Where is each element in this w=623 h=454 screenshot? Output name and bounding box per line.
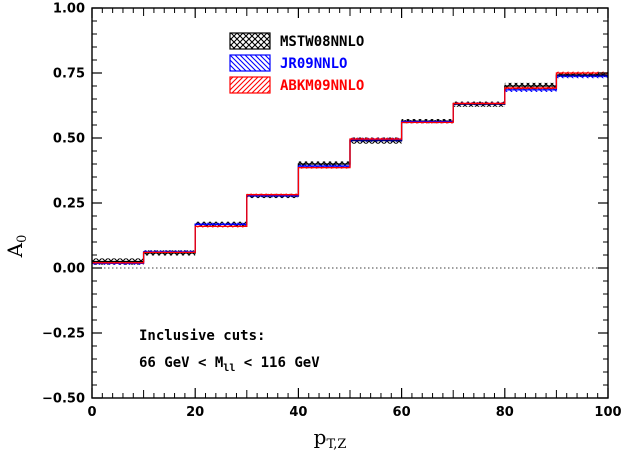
x-tick-label: 40 bbox=[289, 405, 307, 420]
uncertainty-bands bbox=[92, 71, 608, 265]
x-tick-label: 20 bbox=[186, 405, 204, 420]
annotation-mass-prefix: 66 GeV < M bbox=[139, 355, 223, 371]
y-tick-labels: −0.50 −0.25 0.00 0.25 0.50 0.75 1.00 bbox=[42, 2, 85, 407]
x-tick-label: 60 bbox=[393, 405, 411, 420]
x-tick-label: 0 bbox=[87, 405, 96, 420]
series-line-jr09nnlo bbox=[92, 75, 608, 264]
legend-swatch bbox=[229, 76, 271, 94]
y-tick-label: 0.50 bbox=[53, 132, 85, 147]
x-axis-title-sub: T,Z bbox=[326, 437, 346, 452]
x-tick-labels: 0 20 40 60 80 100 bbox=[87, 405, 621, 420]
x-tick-label: 100 bbox=[594, 405, 621, 420]
legend-label: ABKM09NNLO bbox=[280, 78, 364, 94]
y-axis-title: A0 bbox=[3, 235, 30, 259]
y-tick-label: 0.00 bbox=[53, 262, 85, 277]
annotation-mass-subscript: ll bbox=[223, 363, 235, 374]
legend-label: MSTW08NNLO bbox=[280, 34, 364, 50]
y-tick-label: −0.50 bbox=[42, 392, 85, 407]
legend-swatch bbox=[229, 54, 271, 72]
legend-label: JR09NNLO bbox=[280, 56, 347, 72]
y-tick-label: −0.25 bbox=[42, 327, 85, 342]
y-axis-title-main: A bbox=[3, 242, 27, 258]
legend-item-mstw08nnlo: MSTW08NNLO bbox=[229, 32, 364, 50]
annotation-mass-suffix: < 116 GeV bbox=[235, 355, 320, 371]
legend-item-abkm09nnlo: ABKM09NNLO bbox=[229, 76, 364, 94]
legend-swatch bbox=[229, 32, 271, 50]
annotation-cuts-title: Inclusive cuts: bbox=[139, 328, 265, 344]
x-tick-label: 80 bbox=[496, 405, 514, 420]
y-tick-label: 0.75 bbox=[53, 67, 85, 82]
y-axis-title-sub: 0 bbox=[15, 235, 30, 243]
x-axis-title: pT,Z bbox=[314, 425, 347, 452]
legend: MSTW08NNLO JR09NNLO ABKM09NNLO bbox=[229, 32, 364, 94]
y-tick-label: 1.00 bbox=[53, 2, 85, 17]
annotation-mass-window: 66 GeV < Mll < 116 GeV bbox=[139, 355, 320, 374]
x-axis-title-main: p bbox=[314, 425, 327, 449]
series-lines bbox=[92, 72, 608, 264]
legend-item-jr09nnlo: JR09NNLO bbox=[229, 54, 347, 72]
axis-ticks bbox=[91, 7, 609, 399]
series-line-abkm09nnlo bbox=[92, 72, 608, 264]
y-tick-label: 0.25 bbox=[53, 197, 85, 212]
